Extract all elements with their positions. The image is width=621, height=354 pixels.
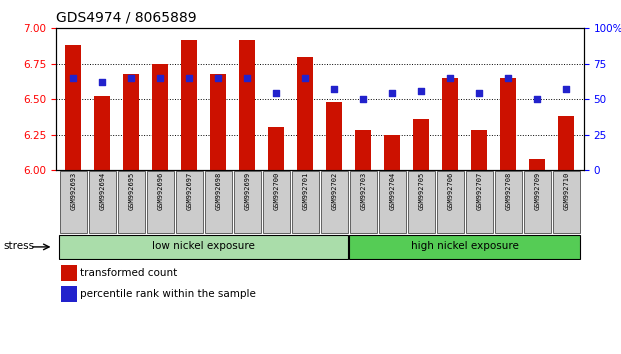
Bar — [94, 96, 111, 170]
Point — [271, 91, 281, 96]
Text: GSM992709: GSM992709 — [534, 172, 540, 210]
Bar — [384, 135, 401, 170]
Text: GDS4974 / 8065889: GDS4974 / 8065889 — [56, 11, 196, 25]
Text: GSM992698: GSM992698 — [215, 172, 221, 210]
FancyBboxPatch shape — [176, 171, 203, 233]
Text: GSM992700: GSM992700 — [273, 172, 279, 210]
Bar — [414, 119, 429, 170]
Text: GSM992696: GSM992696 — [157, 172, 163, 210]
Point — [358, 96, 368, 102]
Point — [242, 75, 252, 81]
Text: GSM992697: GSM992697 — [186, 172, 193, 210]
Point — [532, 96, 542, 102]
Text: GSM992702: GSM992702 — [332, 172, 337, 210]
FancyBboxPatch shape — [60, 235, 348, 259]
FancyBboxPatch shape — [117, 171, 145, 233]
Bar — [355, 130, 371, 170]
FancyBboxPatch shape — [437, 171, 464, 233]
Bar — [558, 116, 574, 170]
Text: GSM992706: GSM992706 — [447, 172, 453, 210]
Point — [214, 75, 224, 81]
FancyBboxPatch shape — [524, 171, 551, 233]
Text: stress: stress — [3, 241, 34, 251]
Point — [561, 86, 571, 92]
Text: GSM992694: GSM992694 — [99, 172, 106, 210]
FancyBboxPatch shape — [60, 171, 87, 233]
Bar — [65, 45, 81, 170]
FancyBboxPatch shape — [233, 171, 261, 233]
Point — [388, 91, 397, 96]
Text: GSM992695: GSM992695 — [129, 172, 134, 210]
Point — [445, 75, 455, 81]
Bar — [211, 74, 226, 170]
FancyBboxPatch shape — [263, 171, 290, 233]
Bar — [327, 102, 342, 170]
Text: high nickel exposure: high nickel exposure — [411, 241, 519, 251]
FancyBboxPatch shape — [320, 171, 348, 233]
Text: GSM992704: GSM992704 — [389, 172, 396, 210]
Point — [329, 86, 339, 92]
Bar — [61, 265, 77, 281]
Point — [97, 79, 107, 85]
Text: GSM992693: GSM992693 — [70, 172, 76, 210]
Text: low nickel exposure: low nickel exposure — [152, 241, 255, 251]
FancyBboxPatch shape — [350, 171, 377, 233]
Point — [301, 75, 310, 81]
FancyBboxPatch shape — [89, 171, 116, 233]
FancyBboxPatch shape — [379, 171, 406, 233]
Bar — [471, 130, 487, 170]
Text: GSM992710: GSM992710 — [563, 172, 569, 210]
Bar — [181, 40, 197, 170]
Point — [126, 75, 136, 81]
FancyBboxPatch shape — [407, 171, 435, 233]
Text: GSM992701: GSM992701 — [302, 172, 308, 210]
Text: GSM992705: GSM992705 — [419, 172, 424, 210]
Text: GSM992703: GSM992703 — [360, 172, 366, 210]
Point — [155, 75, 165, 81]
FancyBboxPatch shape — [466, 171, 493, 233]
Text: GSM992708: GSM992708 — [505, 172, 511, 210]
Point — [504, 75, 514, 81]
Text: percentile rank within the sample: percentile rank within the sample — [80, 289, 256, 299]
Bar — [529, 159, 545, 170]
FancyBboxPatch shape — [350, 235, 580, 259]
FancyBboxPatch shape — [553, 171, 580, 233]
FancyBboxPatch shape — [291, 171, 319, 233]
Bar — [442, 78, 458, 170]
Bar — [239, 40, 255, 170]
FancyBboxPatch shape — [147, 171, 174, 233]
Bar — [268, 127, 284, 170]
FancyBboxPatch shape — [494, 171, 522, 233]
Text: GSM992707: GSM992707 — [476, 172, 483, 210]
FancyBboxPatch shape — [204, 171, 232, 233]
Point — [474, 91, 484, 96]
Bar — [61, 285, 77, 302]
Point — [416, 88, 426, 93]
Text: GSM992699: GSM992699 — [244, 172, 250, 210]
Bar — [501, 78, 516, 170]
Text: transformed count: transformed count — [80, 268, 178, 278]
Bar — [124, 74, 139, 170]
Point — [68, 75, 78, 81]
Point — [184, 75, 194, 81]
Bar — [152, 64, 168, 170]
Bar — [297, 57, 313, 170]
